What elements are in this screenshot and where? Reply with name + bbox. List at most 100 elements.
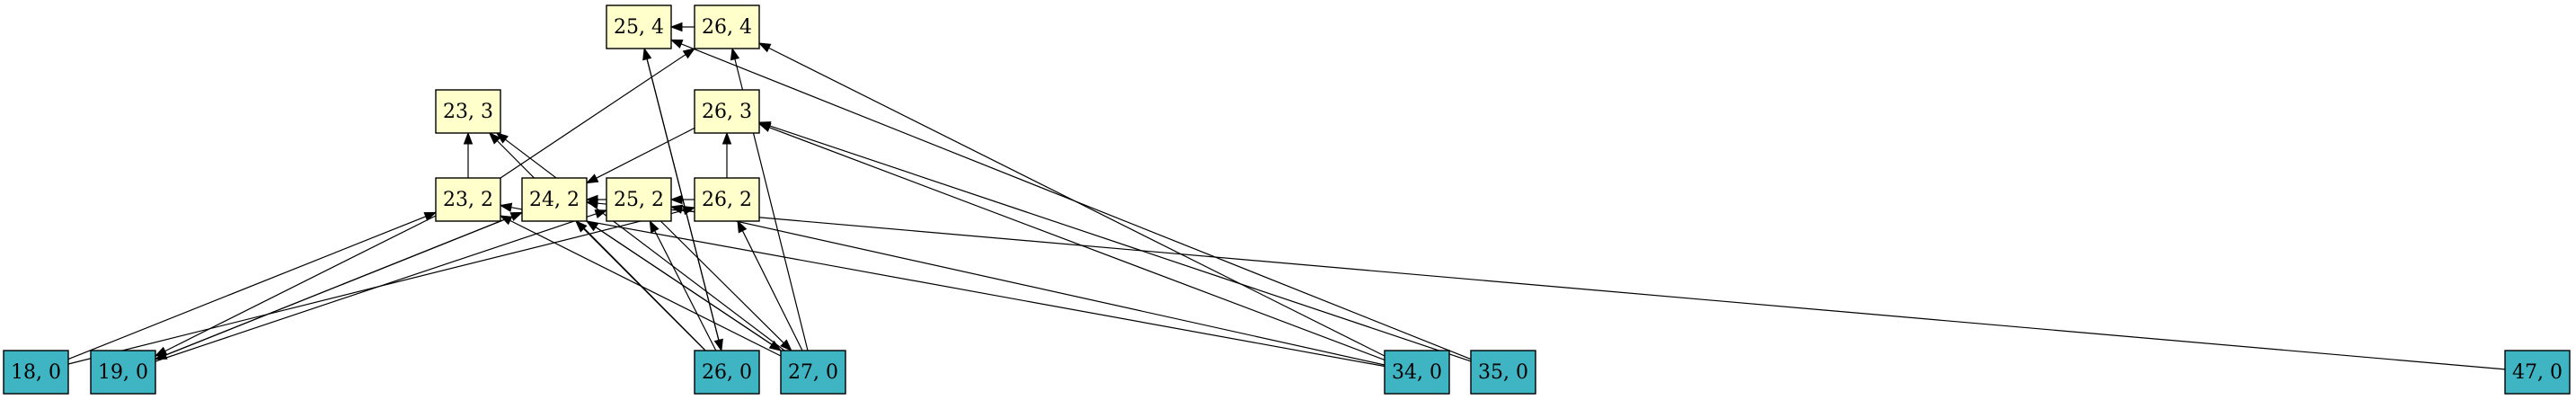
arrowhead [495, 132, 509, 144]
arrowhead [463, 131, 474, 145]
edge-26_2-to-26_3 [721, 131, 732, 178]
node-box [694, 89, 760, 134]
edge-line [597, 202, 2506, 370]
edge-23_2-to-19_0 [154, 215, 437, 357]
edge-18_0-to-23_2 [67, 211, 438, 360]
node-24-2: 24, 2 [521, 177, 588, 222]
node-box [606, 177, 672, 222]
arrowhead [594, 209, 608, 218]
edge-line [67, 216, 427, 360]
node-box [694, 4, 760, 49]
node-box [780, 350, 846, 395]
edge-line [164, 211, 523, 356]
edge-line [596, 127, 695, 179]
arrowhead [713, 338, 723, 352]
edge-34_0-to-26_3 [757, 123, 1385, 360]
node-25-4: 25, 4 [606, 4, 672, 49]
edge-line [500, 54, 686, 179]
edge-24_2-to-19_0 [154, 211, 523, 360]
node-26-3: 26, 3 [694, 89, 760, 134]
edge-line [654, 230, 717, 351]
node-label: 26, 4 [702, 16, 752, 39]
edge-25_2-to-27_0 [659, 220, 792, 351]
node-label: 25, 4 [614, 16, 664, 39]
arrowhead [768, 340, 783, 351]
node-25-2: 25, 2 [606, 177, 672, 222]
node-layer: 25, 4 26, 4 23, 3 26, 3 23, 2 24, 2 25, 2 26, 2… [3, 4, 2571, 395]
edge-26_0-to-24_2 [574, 219, 706, 351]
edge-line [164, 215, 437, 352]
arrowhead [669, 194, 683, 205]
node-47-0: 47, 0 [2504, 350, 2571, 395]
edge-line [505, 138, 785, 351]
node-label: 18, 0 [11, 361, 61, 384]
node-18-0: 18, 0 [3, 350, 69, 395]
edge-line [510, 207, 1385, 368]
arrowhead [585, 199, 598, 209]
arrowhead [721, 131, 732, 145]
edge-line [741, 230, 803, 351]
node-label: 35, 0 [1478, 361, 1528, 384]
node-label: 23, 3 [443, 101, 493, 123]
node-box [435, 89, 501, 134]
arrowhead [649, 219, 659, 234]
edge-23_2-to-23_3 [463, 131, 474, 178]
node-label: 47, 0 [2512, 361, 2563, 384]
edge-line [659, 220, 784, 344]
edge-27_0-to-23_2 [499, 215, 782, 357]
node-26-2: 26, 2 [694, 177, 760, 222]
edge-line [586, 220, 773, 345]
node-34-0: 34, 0 [1384, 350, 1450, 395]
node-23-3: 23, 3 [435, 89, 501, 134]
arrowhead [488, 131, 501, 145]
edge-23_2-to-26_4 [500, 48, 696, 179]
node-label: 27, 0 [788, 361, 838, 384]
edge-35_0-to-26_3 [757, 121, 1472, 362]
edge-34_0-to-23_2 [499, 202, 1385, 368]
node-35-0: 35, 0 [1470, 350, 1536, 395]
arrowhead [780, 339, 792, 351]
node-box [3, 350, 69, 395]
edge-layer [67, 22, 2506, 370]
node-box [694, 177, 760, 222]
edge-line [155, 213, 597, 362]
node-label: 23, 2 [443, 189, 493, 211]
edge-line [681, 209, 1385, 366]
node-23-2: 23, 2 [435, 177, 501, 222]
edge-26_3-to-24_2 [585, 127, 695, 184]
edge-27_0-to-23_3 [495, 132, 785, 351]
node-box [694, 350, 760, 395]
node-label: 34, 0 [1392, 361, 1442, 384]
node-label: 26, 0 [702, 361, 752, 384]
node-label: 25, 2 [614, 189, 664, 211]
node-box [606, 4, 672, 49]
node-label: 19, 0 [98, 361, 148, 384]
arrowhead [499, 215, 513, 226]
node-label: 24, 2 [529, 189, 580, 211]
arrowhead [585, 173, 599, 184]
node-27-0: 27, 0 [780, 350, 846, 395]
edge-line [769, 125, 1472, 362]
arrowhead [737, 219, 748, 234]
edge-35_0-to-25_4 [669, 39, 1472, 360]
node-label: 26, 3 [702, 101, 752, 123]
edge-line [583, 228, 706, 351]
arrowhead [574, 219, 588, 233]
arrowhead [499, 202, 513, 212]
node-box [521, 177, 588, 222]
edge-26_2-to-25_2 [669, 194, 695, 205]
edge-line [768, 127, 1385, 360]
node-box [90, 350, 156, 395]
edge-line [509, 219, 782, 357]
edge-26_4-to-25_4 [669, 22, 695, 32]
edge-line [680, 43, 1472, 360]
arrowhead [669, 39, 684, 49]
arrowhead [682, 48, 696, 59]
arrowhead [730, 47, 740, 61]
node-box [2504, 350, 2571, 395]
edge-27_0-to-26_2 [737, 219, 803, 351]
node-box [435, 177, 501, 222]
edge-47_0-to-24_2 [585, 199, 2506, 370]
edge-19_0-to-25_2 [155, 209, 608, 362]
